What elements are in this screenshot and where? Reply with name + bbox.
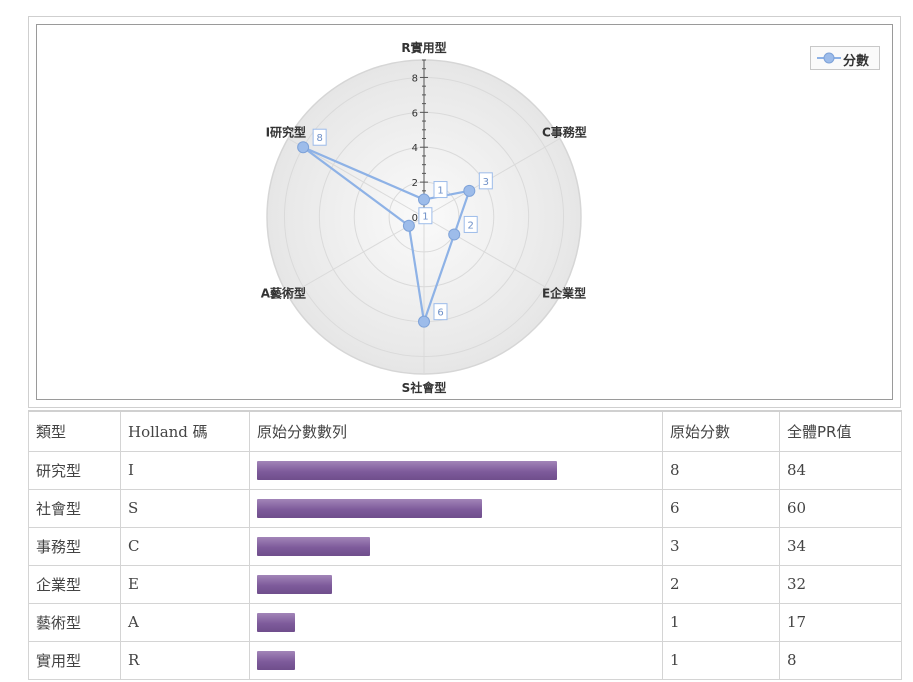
table-row: 事務型 C 3 34: [28, 526, 902, 566]
value-tick-label: 4: [412, 143, 418, 154]
data-point: [418, 315, 430, 328]
cell-pr: 34: [779, 526, 902, 566]
axis-label-3: S社會型: [402, 380, 447, 395]
legend-label: 分數: [843, 54, 870, 69]
cell-type: 企業型: [28, 564, 121, 604]
axis-label-0: R實用型: [401, 40, 446, 55]
axis-label-1: C事務型: [542, 125, 587, 140]
cell-holland-code: A: [120, 602, 250, 642]
data-label-box: [433, 181, 448, 199]
radar-spoke: [423, 216, 561, 296]
cell-score-bar: [249, 564, 663, 604]
score-bar: [257, 612, 295, 632]
cell-pr: 17: [779, 602, 902, 642]
value-tick-label: 0: [412, 213, 418, 224]
data-label: 3: [483, 177, 489, 188]
score-bar: [257, 536, 370, 556]
score-bar: [257, 460, 557, 480]
cell-holland-code: S: [120, 488, 250, 528]
data-label-group: 2: [463, 215, 478, 233]
data-point: [418, 193, 430, 206]
data-label-group: 8: [312, 128, 327, 146]
axis-label-2: E企業型: [542, 286, 586, 301]
chart-panel: 0 2 4 6 8 R實用型 C事務型 E企業型 S社會型 A藝術型 I研究型 1 3 2 6 1 8 分數: [28, 16, 901, 408]
cell-pr: 32: [779, 564, 902, 604]
data-label-box: [312, 128, 327, 146]
score-bar: [257, 498, 482, 518]
cell-holland-code: C: [120, 526, 250, 566]
data-label: 1: [422, 212, 428, 223]
score-bar: [257, 650, 295, 670]
value-tick-label: 8: [412, 73, 418, 84]
cell-raw-score: 3: [662, 526, 780, 566]
table-row: 研究型 I 8 84: [28, 450, 902, 490]
value-tick-label: 6: [412, 108, 418, 119]
cell-raw-score: 1: [662, 602, 780, 642]
header-pr: 全體PR值: [779, 410, 902, 452]
data-label-group: 1: [418, 207, 433, 225]
cell-type: 藝術型: [28, 602, 121, 642]
data-point: [402, 219, 415, 232]
cell-score-bar: [249, 488, 663, 528]
legend-series-marker: [817, 52, 841, 64]
cell-raw-score: 8: [662, 450, 780, 490]
header-raw-score: 原始分數: [662, 410, 780, 452]
legend[interactable]: 分數: [810, 46, 880, 70]
data-label: 8: [316, 133, 322, 144]
cell-type: 社會型: [28, 488, 121, 528]
data-label-box: [433, 303, 448, 321]
data-label-group: 1: [433, 181, 448, 199]
score-bar: [257, 574, 332, 594]
cell-score-bar: [249, 450, 663, 490]
cell-pr: 8: [779, 640, 902, 680]
scores-table: 類型 Holland 碼 原始分數數列 原始分數 全體PR值 研究型 I 8 84 社會…: [28, 410, 902, 680]
cell-type: 研究型: [28, 450, 121, 490]
header-type: 類型: [28, 410, 121, 452]
cell-raw-score: 6: [662, 488, 780, 528]
cell-raw-score: 1: [662, 640, 780, 680]
cell-score-bar: [249, 526, 663, 566]
cell-pr: 60: [779, 488, 902, 528]
data-label-box: [418, 207, 433, 225]
table-row: 實用型 R 1 8: [28, 640, 902, 680]
header-score-bar: 原始分數數列: [249, 410, 663, 452]
table-row: 企業型 E 2 32: [28, 564, 902, 604]
data-point: [463, 184, 476, 197]
cell-raw-score: 2: [662, 564, 780, 604]
cell-score-bar: [249, 640, 663, 680]
cell-pr: 84: [779, 450, 902, 490]
table-row: 社會型 S 6 60: [28, 488, 902, 528]
radar-chart-frame: 0 2 4 6 8 R實用型 C事務型 E企業型 S社會型 A藝術型 I研究型 1 3 2 6 1 8 分數: [36, 24, 893, 400]
cell-type: 事務型: [28, 526, 121, 566]
header-holland-code: Holland 碼: [120, 410, 250, 452]
data-label: 2: [468, 220, 474, 231]
cell-holland-code: E: [120, 564, 250, 604]
cell-holland-code: R: [120, 640, 250, 680]
data-point: [448, 228, 461, 241]
axis-label-5: I研究型: [266, 125, 306, 140]
cell-holland-code: I: [120, 450, 250, 490]
radar-chart: 0 2 4 6 8 R實用型 C事務型 E企業型 S社會型 A藝術型 I研究型 1 3 2 6 1 8: [261, 40, 587, 395]
table-header-row: 類型 Holland 碼 原始分數數列 原始分數 全體PR值: [28, 410, 902, 452]
data-label-box: [478, 172, 493, 190]
cell-score-bar: [249, 602, 663, 642]
radar-spoke: [287, 216, 425, 296]
axis-label-4: A藝術型: [261, 286, 306, 301]
data-label-box: [463, 215, 478, 233]
data-label-group: 3: [478, 172, 493, 190]
data-point: [297, 141, 310, 154]
data-label-group: 6: [433, 303, 448, 321]
value-tick-label: 2: [412, 178, 418, 189]
table-row: 藝術型 A 1 17: [28, 602, 902, 642]
data-label: 1: [437, 186, 443, 197]
cell-type: 實用型: [28, 640, 121, 680]
data-label: 6: [437, 308, 443, 319]
